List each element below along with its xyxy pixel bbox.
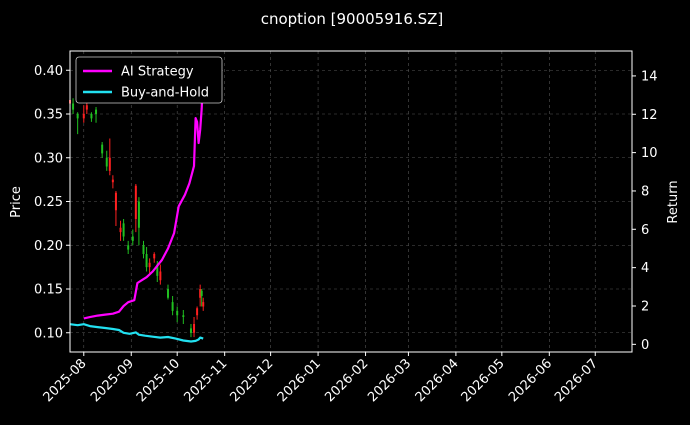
price-candle-body (122, 223, 125, 237)
price-candle-body (156, 264, 159, 276)
legend-label: AI Strategy (121, 65, 194, 80)
price-candle-body (105, 157, 108, 167)
price-candle-body (131, 236, 134, 241)
legend-box (75, 56, 223, 104)
price-candle-body (189, 328, 192, 333)
price-candle-body (159, 271, 162, 281)
price-candle-body (196, 308, 199, 316)
y-left-tick-label: 0.25 (34, 195, 63, 210)
y-left-tick-label: 0.30 (34, 151, 63, 166)
y-right-tick-label: 0 (641, 338, 649, 353)
y-right-tick-label: 4 (641, 261, 649, 276)
price-candle-body (148, 262, 151, 268)
price-candle-body (171, 302, 174, 311)
price-candle-body (200, 290, 203, 296)
y-right-tick-label: 6 (641, 223, 649, 238)
y-left-tick-label: 0.40 (34, 64, 63, 79)
y-right-tick-label: 12 (641, 108, 658, 123)
legend-label: Buy-and-Hold (121, 86, 209, 101)
y-left-tick-label: 0.10 (34, 326, 63, 341)
price-candle-body (82, 114, 85, 119)
price-candle-body (137, 201, 140, 228)
price-candle-body (111, 179, 114, 183)
y-right-tick-label: 2 (641, 299, 649, 314)
price-candle-body (127, 245, 130, 250)
price-candle-body (85, 105, 88, 110)
price-candle-body (108, 157, 111, 171)
price-candle-body (119, 227, 122, 233)
price-candle-body (134, 185, 137, 219)
series-line (83, 70, 205, 320)
price-candle-body (182, 315, 185, 317)
series-line (69, 323, 204, 343)
y-left-tick-label: 0.20 (34, 239, 63, 254)
price-candle-body (145, 254, 148, 268)
price-candle-body (193, 324, 196, 333)
y-axis-right: 0 2 4 6 8 10 12 14 (632, 69, 658, 353)
price-candle-body (76, 114, 79, 119)
price-candle-body (202, 302, 205, 307)
y-right-tick-label: 14 (641, 69, 658, 84)
price-candle-body (153, 254, 156, 259)
y-right-tick-label: 8 (641, 184, 649, 199)
chart-title: cnoption [90005916.SZ] (261, 10, 444, 28)
price-candle-body (95, 109, 98, 114)
price-candle-body (176, 310, 179, 316)
price-candle-body (167, 289, 170, 298)
plot-data (69, 70, 205, 343)
y-axis-right-label: Return (666, 180, 681, 223)
y-left-tick-label: 0.15 (34, 283, 63, 298)
y-axis-left-label: Price (9, 186, 24, 218)
legend: AI Strategy Buy-and-Hold (75, 56, 223, 104)
price-candle-body (90, 114, 93, 119)
y-axis-left: 0.10 0.15 0.20 0.25 0.30 0.35 0.40 (34, 64, 70, 341)
price-candle-body (114, 192, 117, 211)
y-right-tick-label: 10 (641, 146, 658, 161)
price-candle-body (72, 103, 75, 110)
price-candle-body (199, 289, 202, 298)
y-left-tick-label: 0.35 (34, 108, 63, 123)
price-candle-body (142, 245, 145, 254)
price-candle-body (101, 144, 104, 154)
